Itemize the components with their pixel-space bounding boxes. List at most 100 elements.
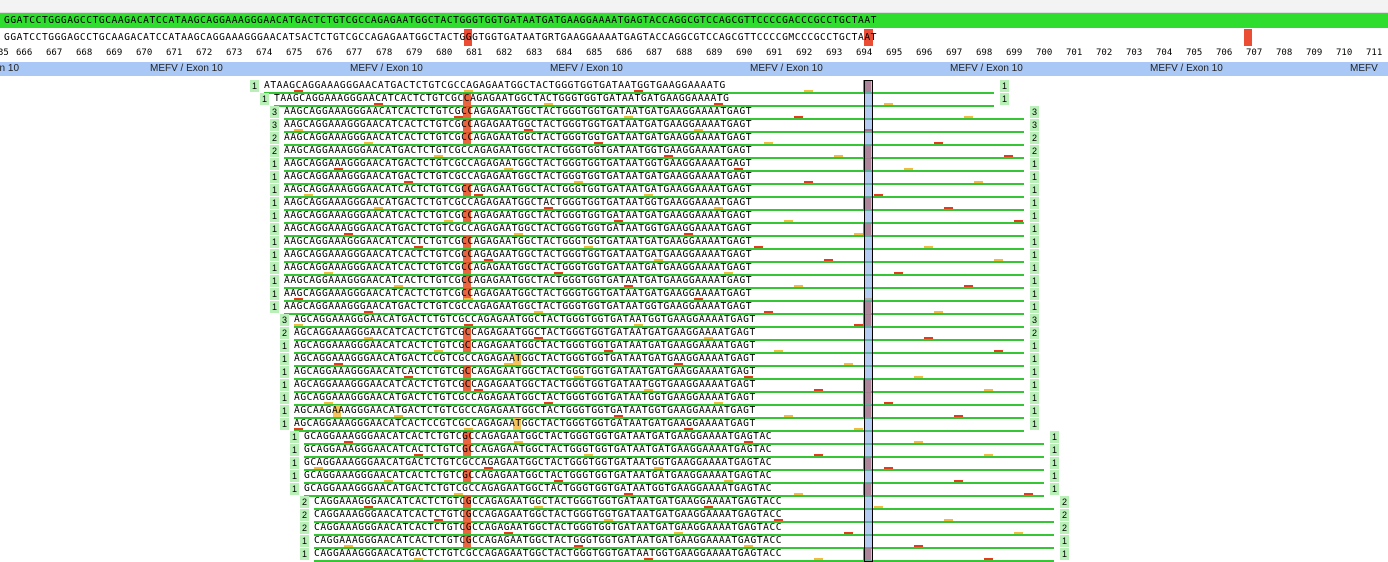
read-alignment-pane[interactable]: 1 ATAAGCAGGAAAGGGAACATGACTCTGTCGCCAGAGAAT… [0,80,1388,562]
read-count-left: 1 [270,236,279,248]
quality-mark [784,415,793,417]
read-sequence: AAGCAGGAAAGGGAACATCACTCTGTCGCCAGAGAATGGC… [284,119,1024,133]
read-count-right: 3 [1030,314,1039,326]
read-row[interactable]: 1 AGCAGGAAAGGGAACATCACTCTGTCGCCAGAGAATGGC… [0,340,1388,354]
ruler-tick-label: 35 [0,48,9,58]
read-sequence: AGCAGGAAAGGGAACATCACTCTGTCGCCAGAGAATGGCT… [294,366,1024,380]
read-count-right: 1 [1060,535,1069,547]
variant-highlight [463,249,471,261]
read-row[interactable]: 1 AAGCAGGAAAGGGAACATCACTCTGTCGCCAGAGAATGG… [0,249,1388,263]
read-row[interactable]: 1 AGCAGGAAAGGGAACATCACTCTGTCGCCAGAGAATGGC… [0,366,1388,380]
ruler-tick-label: 693 [826,48,843,58]
read-row[interactable]: 2 AAGCAGGAAAGGGAACATCACTCTGTCGCCAGAGAATGG… [0,132,1388,146]
read-sequence: AGCAGGAAAGGGAACATGACTCTGTCGCCAGAGAATGGCT… [294,314,1024,328]
quality-mark [714,103,723,105]
read-row[interactable]: 1 GCAGGAAAGGGAACATGACTCTGTCGCCAGAGAATGGCT… [0,483,1388,497]
read-row[interactable]: 3 AAGCAGGAAAGGGAACATCACTCTGTCGCCAGAGAATGG… [0,119,1388,133]
quality-mark [884,467,893,469]
read-sequence: AAGCAGGAAAGGGAACATCACTCTGTCGCCAGAGAATGGC… [284,184,1024,198]
read-row[interactable]: 1 AGCAGGAAAGGGAACATCACTCCGTCGCCAGAGAATGGC… [0,418,1388,432]
read-count-left: 1 [280,392,289,404]
read-count-left: 2 [270,145,279,157]
read-row[interactable]: 1 CAGGAAAGGGAACATGACTCTGTCGCCAGAGAATGGCTA… [0,548,1388,562]
quality-mark [544,402,553,404]
quality-mark [814,454,823,456]
quality-mark [714,402,723,404]
read-row[interactable]: 1 TAAGCAGGAAAGGGAACATCACTCTGTCGCCAGAGAATG… [0,93,1388,107]
read-row[interactable]: 1 AAGCAGGAAAGGGAACATCACTCTGTCGCCAGAGAATGG… [0,275,1388,289]
quality-mark [924,337,933,339]
read-count-left: 2 [280,327,289,339]
read-row[interactable]: 1 AAGCAGGAAAGGGAACATGACTCTGTCGCCAGAGAATGG… [0,223,1388,237]
ruler-tick-label: 670 [136,48,153,58]
quality-mark [724,272,733,274]
read-row[interactable]: 1 GCAGGAAAGGGAACATCACTCTGTCGCCAGAGAATGGCT… [0,431,1388,445]
read-sequence: GCAGGAAAGGGAACATCACTCTGTCGCCAGAGAATGGCTA… [304,444,1044,458]
read-row[interactable]: 1 AAGCAGGAAAGGGAACATCACTCTGTCGCCAGAGAATGG… [0,184,1388,198]
variant-highlight [463,236,471,248]
read-sequence: AAGCAGGAAAGGGAACATCACTCTGTCGCCAGAGAATGGC… [284,288,1024,302]
exon-label: MEFV / Exon 10 [1150,63,1223,74]
quality-mark [454,493,463,495]
read-row[interactable]: 3 AAGCAGGAAAGGGAACATCACTCTGTCGCCAGAGAATGG… [0,106,1388,120]
read-row[interactable]: 2 CAGGAAAGGGAACATCACTCTGTCGCCAGAGAATGGCTA… [0,509,1388,523]
variant-highlight [463,340,471,352]
read-sequence: AGCAGGAAAGGGAACATGACTCTGTCGCCAGAGAATGGCT… [294,392,1024,406]
quality-mark [634,324,643,326]
read-count-right: 1 [1030,288,1039,300]
read-count-right: 1 [1030,262,1039,274]
read-count-right: 1 [1050,483,1059,495]
read-sequence: AAGCAGGAAAGGGAACATCACTCTGTCGCCAGAGAATGGC… [284,132,1024,146]
read-row[interactable]: 1 GCAGGAAAGGGAACATCACTCTGTCGCCAGAGAATGGCT… [0,470,1388,484]
read-row[interactable]: 1 AGCAGGAAAGGGAACATCACTCTGTCGCCAGAGAATGGC… [0,379,1388,393]
read-sequence: AGCAGGAAAGGGAACATGACTCCGTCGCCAGAGAATGGCT… [294,353,1024,367]
read-row[interactable]: 1 AAGCAGGAAAGGGAACATCACTCTGTCGCCAGAGAATGG… [0,262,1388,276]
read-row[interactable]: 2 AAGCAGGAAAGGGAACATGACTCTGTCGCCAGAGAATGG… [0,145,1388,159]
read-count-right: 1 [1030,379,1039,391]
read-row[interactable]: 1 AGCAGGAAAGGGAACATGACTCCGTCGCCAGAGAATGGC… [0,353,1388,367]
read-count-right: 2 [1030,132,1039,144]
read-row[interactable]: 1 AGCAGGAAAGGGAACATGACTCTGTCGCCAGAGAATGGC… [0,392,1388,406]
quality-mark [874,194,883,196]
selected-column-cursor[interactable] [864,80,873,562]
read-row[interactable]: 2 AGCAGGAAAGGGAACATCACTCTGTCGCCAGAGAATGGC… [0,327,1388,341]
read-row[interactable]: 1 GCAGGAAAGGGAACATGACTCTGTCGCCAGAGAATGGCT… [0,457,1388,471]
read-row[interactable]: 1 AAGCAGGAAAGGGAACATCACTCTGTCGCCAGAGAATGG… [0,288,1388,302]
quality-mark [504,532,513,534]
read-row[interactable]: 1 AAGCAGGAAAGGGAACATCACTCTGTCGCCAGAGAATGG… [0,236,1388,250]
quality-mark [294,90,303,92]
read-row[interactable]: 1 ATAAGCAGGAAAGGGAACATGACTCTGTCGCCAGAGAAT… [0,80,1388,94]
read-row[interactable]: 1 AAGCAGGAAAGGGAACATGACTCTGTCGCCAGAGAATGG… [0,171,1388,185]
read-row[interactable]: 1 GCAGGAAAGGGAACATCACTCTGTCGCCAGAGAATGGCT… [0,444,1388,458]
quality-mark [614,220,623,222]
read-row[interactable]: 2 CAGGAAAGGGAACATCACTCTGTCGCCAGAGAATGGCTA… [0,522,1388,536]
read-row[interactable]: 2 CAGGAAAGGGAACATCACTCTGTCGCCAGAGAATGGCTA… [0,496,1388,510]
read-count-left: 2 [270,132,279,144]
quality-mark [644,194,653,196]
quality-mark [524,129,533,131]
read-row[interactable]: 1 AGCAAGAAAGGGAACATGACTCTGTCGCCAGAGAATGGC… [0,405,1388,419]
read-row[interactable]: 3 AGCAGGAAAGGGAACATGACTCTGTCGCCAGAGAATGGC… [0,314,1388,328]
quality-mark [534,337,543,339]
read-row[interactable]: 1 CAGGAAAGGGAACATCACTCTGTCGCCAGAGAATGGCTA… [0,535,1388,549]
read-sequence: CAGGAAAGGGAACATCACTCTGTCGCCAGAGAATGGCTAC… [314,496,1054,510]
read-row[interactable]: 1 AAGCAGGAAAGGGAACATCACTCTGTCGCCAGAGAATGG… [0,210,1388,224]
read-sequence: AAGCAGGAAAGGGAACATGACTCTGTCGCCAGAGAATGGC… [284,197,1024,211]
quality-mark [744,376,753,378]
quality-mark [694,298,703,300]
read-count-right: 1 [1060,548,1069,560]
quality-mark [1014,532,1023,534]
quality-mark [944,207,953,209]
read-row[interactable]: 1 AAGCAGGAAAGGGAACATGACTCTGTCGCCAGAGAATGG… [0,197,1388,211]
read-row[interactable]: 1 AAGCAGGAAAGGGAACATGACTCTGTCGCCAGAGAATGG… [0,301,1388,315]
quality-mark [774,350,783,352]
quality-mark [294,428,303,430]
ruler-tick-label: 690 [736,48,753,58]
read-count-right: 1 [1030,392,1039,404]
read-count-right: 1 [1030,236,1039,248]
ruler-tick-label: 672 [196,48,213,58]
reference-sequence-variants: GGATCCTGGGAGCCTGCAAGACATCCATAAGCAGGAAAGG… [4,32,877,43]
read-row[interactable]: 1 AAGCAGGAAAGGGAACATGACTCTGTCGCCAGAGAATGG… [0,158,1388,172]
ruler-tick-label: 686 [616,48,633,58]
read-count-left: 3 [280,314,289,326]
